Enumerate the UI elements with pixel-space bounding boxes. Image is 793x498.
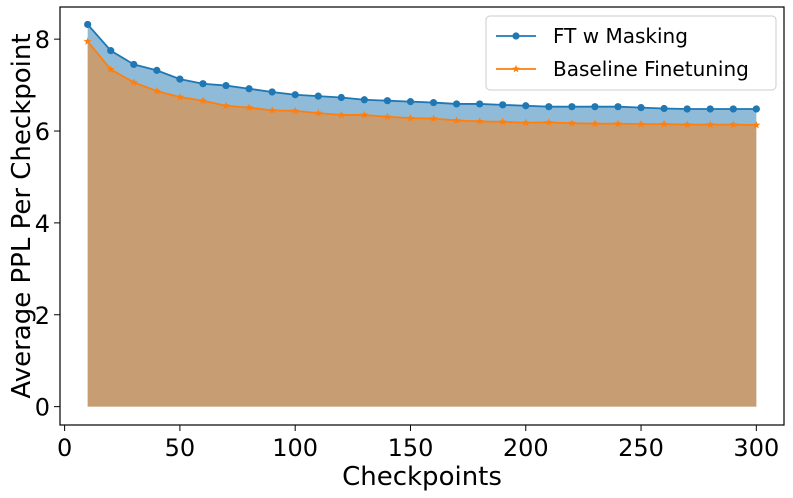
data-point-baseline-finetuning: [660, 119, 669, 128]
data-point-ft-w-masking: [130, 60, 138, 69]
legend-marker: [512, 32, 520, 40]
data-point-ft-w-masking: [568, 103, 576, 111]
data-point-baseline-finetuning: [291, 106, 300, 115]
data-point-ft-w-masking: [360, 96, 368, 104]
data-point-baseline-finetuning: [498, 117, 507, 126]
data-point-baseline-finetuning: [544, 118, 553, 126]
legend-box: [485, 15, 777, 91]
data-point-ft-w-masking: [222, 81, 230, 90]
data-point-ft-w-masking: [406, 98, 415, 106]
data-point-baseline-finetuning: [245, 103, 254, 111]
data-point-ft-w-masking: [337, 93, 345, 102]
y-axis-ticks: 0 2 4 6 8: [35, 26, 60, 422]
data-point-ft-w-masking: [291, 91, 299, 99]
data-point-baseline-finetuning: [383, 112, 392, 121]
x-tick-label: 150: [388, 434, 434, 462]
data-point-ft-w-masking: [660, 104, 668, 113]
data-point-baseline-finetuning: [337, 110, 346, 119]
legend-label: FT w Masking: [553, 24, 688, 48]
data-point-ft-w-masking: [429, 98, 438, 107]
series-line-baseline-finetuning: [86, 40, 757, 126]
data-point-baseline-finetuning: [406, 113, 415, 122]
data-point-baseline-finetuning: [175, 92, 184, 101]
data-point-ft-w-masking: [752, 105, 760, 113]
series-markers: [83, 20, 761, 129]
data-point-baseline-finetuning: [637, 119, 646, 128]
data-point-ft-w-masking: [452, 100, 461, 108]
legend: FT w Masking Baseline Finetuning: [485, 15, 777, 91]
data-point-baseline-finetuning: [360, 110, 369, 119]
data-point-baseline-finetuning: [567, 119, 576, 127]
series-line-ft-w-masking: [86, 23, 757, 110]
data-point-ft-w-masking: [107, 47, 115, 55]
data-point-ft-w-masking: [729, 105, 737, 113]
data-point-ft-w-masking: [683, 105, 691, 113]
legend-marker: [512, 64, 520, 73]
data-point-ft-w-masking: [522, 102, 530, 110]
x-tick-label: 50: [165, 434, 196, 462]
data-point-ft-w-masking: [314, 92, 322, 100]
data-point-baseline-finetuning: [452, 116, 461, 124]
area-fills: [87, 24, 757, 407]
data-point-baseline-finetuning: [129, 78, 138, 86]
data-point-ft-w-masking: [499, 101, 507, 109]
legend-label: Baseline Finetuning: [553, 57, 749, 81]
data-point-baseline-finetuning: [314, 108, 323, 117]
data-point-ft-w-masking: [591, 103, 599, 111]
data-point-baseline-finetuning: [83, 37, 92, 45]
y-tick-label: 6: [35, 118, 50, 146]
area-fill-baseline-finetuning: [87, 41, 757, 407]
data-point-baseline-finetuning: [590, 119, 599, 128]
data-point-ft-w-masking: [84, 20, 92, 29]
data-point-ft-w-masking: [637, 103, 645, 112]
data-point-baseline-finetuning: [729, 120, 738, 128]
data-point-baseline-finetuning: [752, 120, 761, 129]
x-axis-ticks: 0 50 100 150 200 250 300: [57, 425, 779, 462]
data-point-ft-w-masking: [476, 100, 484, 108]
data-point-ft-w-masking: [245, 85, 253, 93]
series-lines: [86, 23, 757, 126]
data-point-ft-w-masking: [614, 103, 622, 111]
x-tick-label: 0: [57, 434, 72, 462]
data-point-baseline-finetuning: [106, 65, 115, 73]
data-point-baseline-finetuning: [475, 117, 484, 125]
y-axis-label: Average PPL Per Checkpoint: [7, 33, 37, 398]
data-point-ft-w-masking: [545, 103, 553, 111]
data-point-baseline-finetuning: [268, 106, 277, 114]
y-tick-label: 0: [35, 394, 50, 422]
data-point-baseline-finetuning: [152, 86, 161, 95]
y-tick-label: 2: [35, 302, 50, 330]
data-point-ft-w-masking: [383, 97, 392, 105]
data-point-baseline-finetuning: [429, 114, 438, 123]
data-point-ft-w-masking: [153, 66, 161, 74]
x-tick-label: 300: [733, 434, 779, 462]
plot-frame: [59, 6, 785, 426]
data-point-baseline-finetuning: [198, 96, 207, 105]
x-tick-label: 250: [618, 434, 664, 462]
data-point-ft-w-masking: [176, 75, 184, 83]
data-point-baseline-finetuning: [222, 101, 231, 110]
x-axis-label: Checkpoints: [342, 462, 502, 492]
x-tick-label: 200: [503, 434, 549, 462]
data-point-baseline-finetuning: [683, 120, 692, 128]
data-point-baseline-finetuning: [613, 119, 622, 128]
data-point-ft-w-masking: [706, 105, 714, 113]
y-tick-label: 4: [35, 210, 50, 238]
data-point-ft-w-masking: [268, 88, 276, 96]
data-point-ft-w-masking: [199, 80, 207, 88]
data-point-baseline-finetuning: [706, 120, 715, 128]
y-tick-label: 8: [35, 26, 50, 54]
x-tick-label: 100: [272, 434, 318, 462]
data-point-baseline-finetuning: [521, 118, 530, 127]
